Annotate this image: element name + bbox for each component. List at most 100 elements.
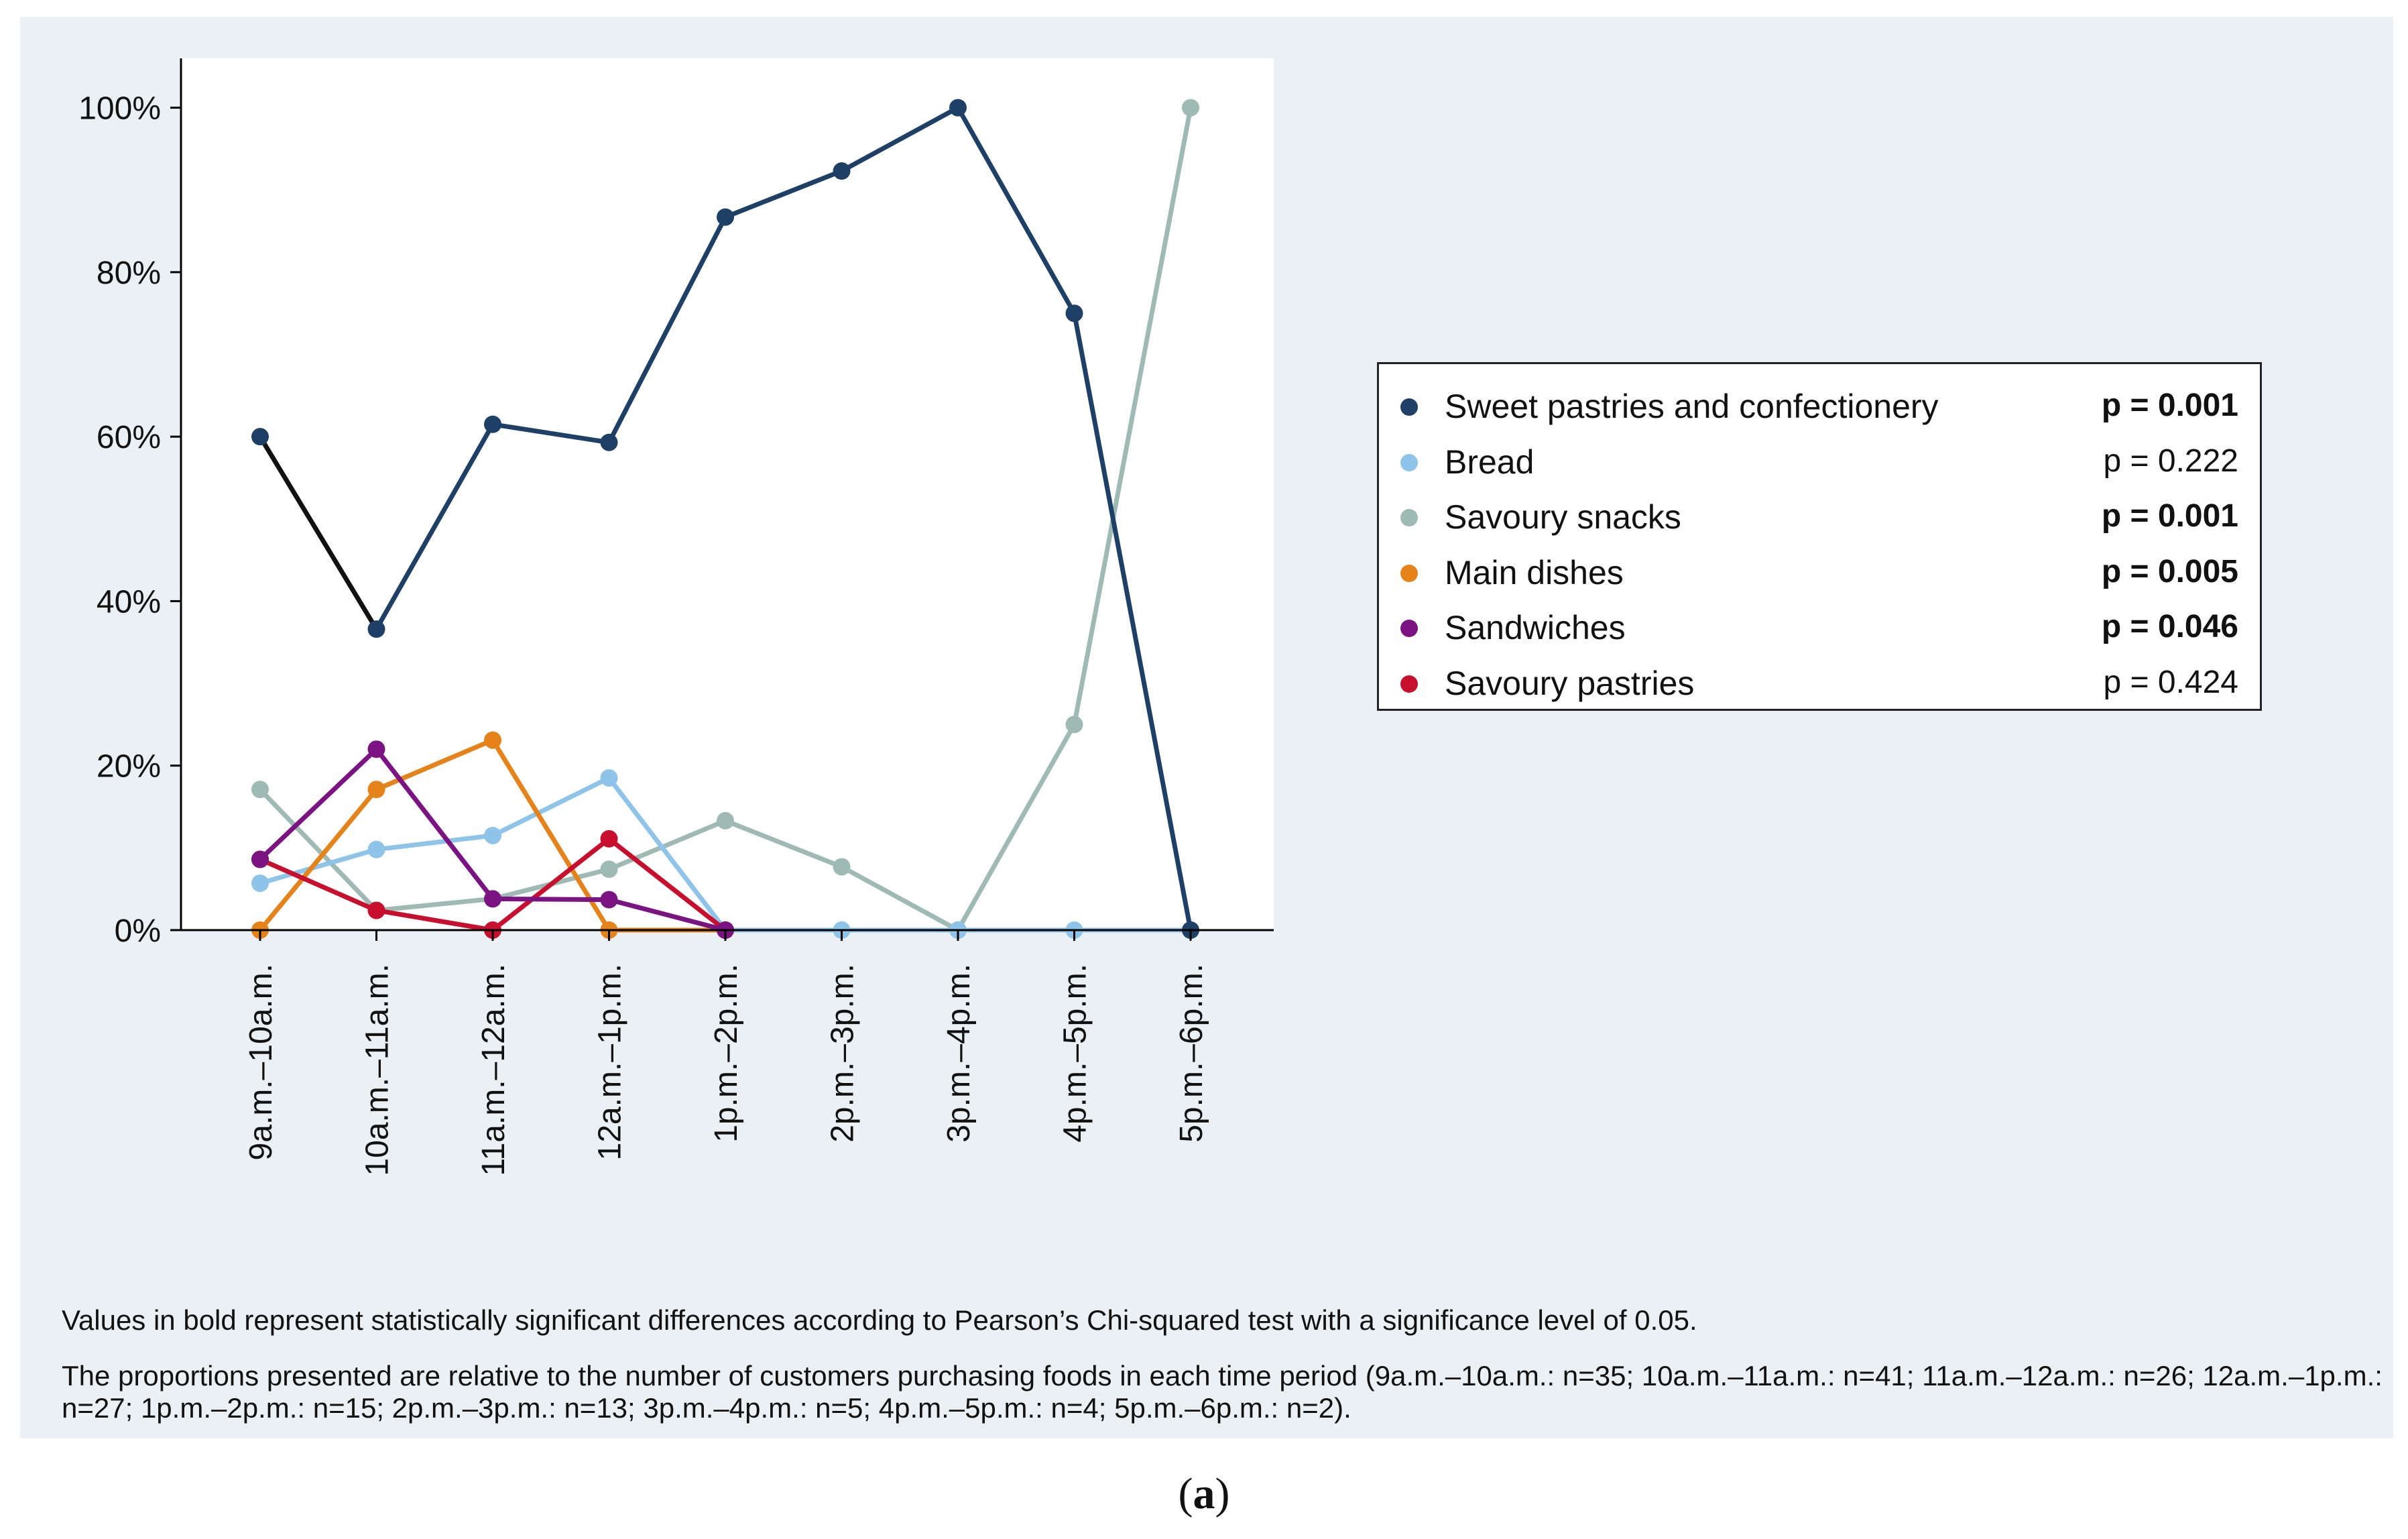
data-point xyxy=(1065,304,1083,323)
data-point xyxy=(600,830,618,848)
data-point xyxy=(600,891,618,909)
legend-label: Sandwiches xyxy=(1445,609,1626,646)
legend-item: Main dishes p = 0.005 xyxy=(1379,545,2260,600)
data-point xyxy=(600,433,618,451)
data-point xyxy=(367,781,385,799)
series-segment xyxy=(257,434,379,632)
y-tick-label: 0% xyxy=(115,913,161,949)
legend-p-value: p = 0.424 xyxy=(2103,664,2238,700)
series-segment xyxy=(257,847,379,886)
data-point xyxy=(717,811,734,830)
x-tick-label: 5p.m.–6p.m. xyxy=(1174,964,1209,1143)
x-tick-label: 4p.m.–5p.m. xyxy=(1058,964,1093,1143)
y-tick-label: 40% xyxy=(97,584,161,620)
data-point xyxy=(484,826,501,844)
data-point xyxy=(367,620,385,638)
legend-p-value: p = 0.046 xyxy=(2101,609,2238,644)
data-point xyxy=(251,850,269,868)
series-segment xyxy=(374,896,495,913)
series-segment xyxy=(257,787,379,913)
chart-legend: Sweet pastries and confectionery p = 0.00… xyxy=(1377,362,2262,711)
series-segment xyxy=(490,775,611,838)
legend-marker-icon xyxy=(1400,620,1418,637)
x-tick-label: 10a.m.–11a.m. xyxy=(360,964,396,1176)
series-segment xyxy=(257,787,379,933)
caption-close: ) xyxy=(1215,1469,1230,1518)
series-segment xyxy=(723,818,844,870)
y-tick-label: 80% xyxy=(97,255,161,291)
series-segment xyxy=(607,897,728,933)
series-segment xyxy=(374,422,495,632)
legend-marker-icon xyxy=(1400,564,1418,582)
series-segment xyxy=(607,836,728,933)
y-tick-label: 100% xyxy=(78,91,161,127)
data-point xyxy=(484,890,501,908)
legend-p-value: p = 0.222 xyxy=(2103,443,2238,479)
data-point xyxy=(367,740,385,758)
data-point xyxy=(484,731,501,749)
series-segment xyxy=(955,105,1077,316)
legend-marker-icon xyxy=(1400,398,1418,416)
series-segment xyxy=(490,836,611,933)
figure-panel: 0% 20% 40% 60% 80% 100% 9a.m.–10a.m. 10a.m.–11a… xyxy=(20,17,2393,1438)
series-segment xyxy=(257,857,379,913)
legend-label: Bread xyxy=(1445,443,1534,481)
data-point xyxy=(367,840,385,858)
y-tick-label: 60% xyxy=(97,420,161,455)
legend-p-value: p = 0.001 xyxy=(2101,498,2238,534)
x-tick-label: 11a.m.–12a.m. xyxy=(476,964,511,1176)
series-segment xyxy=(839,864,961,933)
legend-item: Sandwiches p = 0.046 xyxy=(1379,600,2260,655)
legend-p-value: p = 0.001 xyxy=(2101,388,2238,423)
data-point xyxy=(833,162,851,180)
data-point xyxy=(1065,716,1083,734)
data-point xyxy=(251,781,269,799)
series-segment xyxy=(374,746,495,901)
series-segment xyxy=(955,722,1077,933)
data-point xyxy=(949,99,967,117)
series-segment xyxy=(839,105,961,174)
y-tick-label: 20% xyxy=(97,749,161,785)
data-point xyxy=(600,860,618,878)
series-segment xyxy=(723,168,844,220)
series-segment xyxy=(1072,310,1193,933)
x-tick-label: 2p.m.–3p.m. xyxy=(825,964,861,1143)
legend-marker-icon xyxy=(1400,509,1418,526)
proportions-note: The proportions presented are relative t… xyxy=(62,1360,2383,1424)
legend-item: Savoury snacks p = 0.001 xyxy=(1379,490,2260,545)
figure-caption: (a) xyxy=(0,1469,2408,1520)
series-segment xyxy=(490,422,611,445)
line-chart: 0% 20% 40% 60% 80% 100% 9a.m.–10a.m. 10a.m.–11a… xyxy=(78,58,1274,1176)
series-segment xyxy=(607,215,728,445)
caption-open: ( xyxy=(1178,1469,1193,1518)
legend-item: Savoury pastries p = 0.424 xyxy=(1379,656,2260,711)
data-point xyxy=(484,415,501,433)
series-segment xyxy=(374,738,495,792)
data-point xyxy=(1182,99,1199,117)
series-sandwiches xyxy=(251,740,734,939)
data-point xyxy=(251,428,269,446)
series-segment xyxy=(374,908,495,933)
series-segment xyxy=(374,833,495,852)
legend-item: Bread p = 0.222 xyxy=(1379,435,2260,490)
x-tick-label: 3p.m.–4p.m. xyxy=(941,964,977,1143)
series-sweet-pastries-and-confectionery xyxy=(251,99,1199,939)
series-segment xyxy=(257,746,379,862)
legend-label: Savoury snacks xyxy=(1445,498,1681,536)
data-point xyxy=(600,769,618,787)
legend-label: Sweet pastries and confectionery xyxy=(1445,388,1939,425)
data-point xyxy=(833,858,851,876)
legend-item: Sweet pastries and confectionery p = 0.00… xyxy=(1379,379,2260,434)
x-tick-label: 1p.m.–2p.m. xyxy=(709,964,744,1143)
series-segment xyxy=(1072,105,1193,727)
caption-letter: a xyxy=(1193,1469,1215,1518)
data-point xyxy=(367,901,385,919)
data-point xyxy=(717,208,734,226)
significance-note: Values in bold represent statistically s… xyxy=(62,1304,1697,1336)
data-point xyxy=(251,874,269,893)
legend-p-value: p = 0.005 xyxy=(2101,553,2238,589)
series-segment xyxy=(607,775,728,933)
legend-label: Savoury pastries xyxy=(1445,664,1695,702)
legend-marker-icon xyxy=(1400,453,1418,471)
x-tick-label: 9a.m.–10a.m. xyxy=(243,964,279,1160)
